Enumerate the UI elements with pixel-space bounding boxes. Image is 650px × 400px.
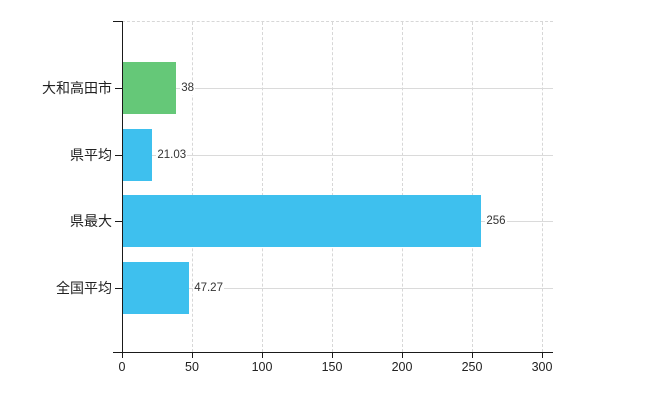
y-axis-tick [115, 154, 122, 156]
horizontal-gridline [123, 88, 553, 89]
bar-1 [123, 62, 177, 114]
category-label: 県平均 [70, 146, 112, 163]
value-label: 38 [180, 81, 195, 95]
vertical-gridline [402, 22, 403, 352]
value-label: 256 [485, 214, 507, 228]
x-tick-label: 300 [531, 360, 553, 374]
x-tick-label: 150 [321, 360, 343, 374]
vertical-gridline [472, 22, 473, 352]
category-label: 全国平均 [56, 279, 112, 296]
y-axis-tick [115, 88, 122, 89]
x-axis-line [113, 352, 553, 353]
value-label: 21.03 [156, 147, 188, 162]
x-axis-tick [122, 352, 123, 358]
x-axis-tick [192, 352, 193, 358]
bar-2 [123, 128, 153, 181]
category-label: 県最大 [70, 213, 112, 229]
bar-4 [123, 261, 190, 314]
plot-top-border [122, 21, 553, 22]
x-tick-label: 200 [391, 360, 413, 374]
vertical-gridline [262, 22, 263, 352]
vertical-gridline [542, 22, 543, 352]
vertical-gridline [332, 22, 333, 352]
x-tick-label: 0 [118, 360, 126, 374]
value-label: 47.27 [193, 280, 224, 295]
x-axis-tick [402, 352, 403, 358]
y-axis-line [122, 21, 123, 353]
x-axis-tick [332, 352, 333, 358]
x-axis-tick [262, 352, 263, 358]
horizontal-gridline [123, 287, 553, 289]
x-tick-label: 50 [185, 360, 199, 374]
x-tick-label: 100 [251, 360, 273, 374]
x-tick-label: 250 [461, 360, 483, 374]
bar-3 [123, 195, 482, 247]
vertical-gridline [192, 22, 193, 352]
category-label: 大和高田市 [42, 80, 112, 96]
y-axis-tick [115, 221, 122, 222]
x-axis-tick [472, 352, 473, 358]
x-axis-tick [542, 352, 543, 358]
horizontal-gridline [123, 154, 553, 156]
y-axis-tick [115, 287, 122, 289]
y-axis-top-tick [113, 21, 122, 22]
